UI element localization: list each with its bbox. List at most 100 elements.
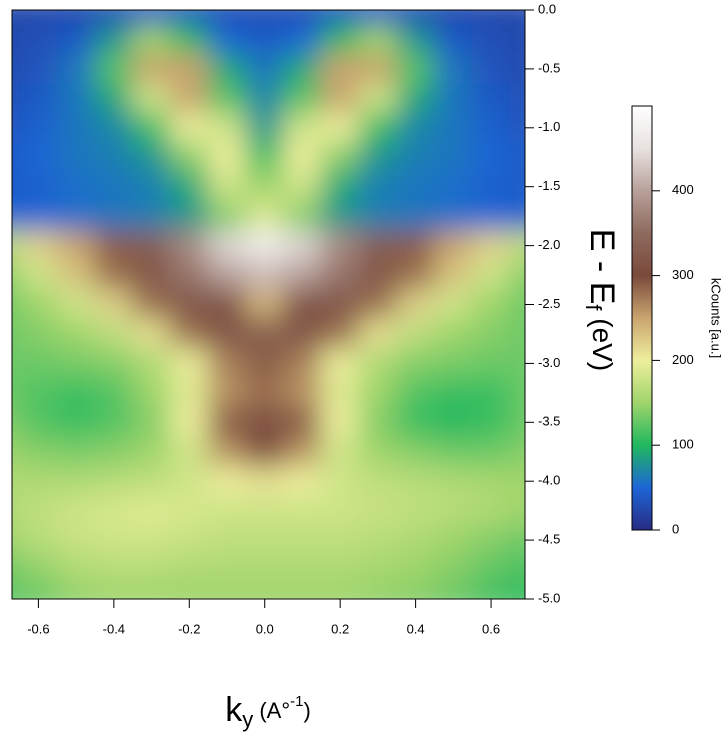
cell [19,377,58,409]
cell [471,318,511,350]
cell [56,259,96,291]
y-label-part: E - E [583,229,621,305]
cell [471,583,511,599]
cell [320,53,360,85]
cell [56,53,96,85]
cell [132,583,171,599]
cell [12,171,21,202]
cell [433,112,473,144]
cell [358,554,398,585]
cell [358,53,398,85]
cell [94,554,134,585]
cell [207,554,247,585]
cell [207,112,247,144]
cell [169,289,209,320]
colorbar-tick-label: 400 [672,182,694,197]
cell [132,495,171,526]
cell [207,142,247,173]
cell [169,465,209,497]
cell [245,83,285,114]
cell [94,10,134,26]
colorbar-tick-label: 200 [672,352,694,367]
y-axis-label: E - Ef (eV) [581,229,621,371]
cells [12,10,525,599]
y-tick-label: -3.0 [538,355,560,370]
cell [12,524,21,556]
cell [12,436,21,467]
cell [358,259,398,291]
cell [207,524,247,556]
cell [12,259,21,291]
cell [396,24,435,55]
cell [471,112,511,144]
cell [245,142,285,173]
cell [433,142,473,173]
cell [19,259,58,291]
cell [207,10,247,26]
cell [12,289,21,320]
cell [132,436,171,467]
colorbar-tick-label: 100 [672,437,694,452]
cell [320,289,360,320]
cell [283,259,322,291]
cell [471,465,511,497]
cell [169,554,209,585]
cell [56,142,96,173]
cell [169,230,209,261]
cell [509,83,525,114]
cell [396,10,435,26]
cell [396,83,435,114]
cell [320,200,360,232]
cell [433,259,473,291]
cell [245,465,285,497]
cell [132,230,171,261]
cell [19,112,58,144]
cell [94,230,134,261]
cell [56,348,96,379]
cell [245,112,285,144]
cell [94,436,134,467]
cell [320,348,360,379]
cell [396,259,435,291]
cell [245,407,285,438]
cell [358,318,398,350]
cell [245,259,285,291]
cell [245,554,285,585]
cell [320,10,360,26]
cell [433,230,473,261]
x-axis-label: ky (A°-1) [225,691,311,732]
cell [207,53,247,85]
cell [320,583,360,599]
cell [207,407,247,438]
cell [396,495,435,526]
cell [320,554,360,585]
cell [132,142,171,173]
cell [396,524,435,556]
cell [19,465,58,497]
cell [433,436,473,467]
cell [320,495,360,526]
cell [245,289,285,320]
cell [169,524,209,556]
colorbar-tick-label: 300 [672,267,694,282]
cell [56,24,96,55]
cell [12,24,21,55]
cell [19,142,58,173]
cell [396,554,435,585]
cell [19,289,58,320]
cell [396,112,435,144]
cell [169,495,209,526]
y-tick-label: -1.0 [538,119,560,134]
cell [358,495,398,526]
cell [358,407,398,438]
cell [433,495,473,526]
cell [132,24,171,55]
cell [207,495,247,526]
cell [509,112,525,144]
cell [320,377,360,409]
cell [283,524,322,556]
cell [471,83,511,114]
cell [471,348,511,379]
cell [433,53,473,85]
cell [433,465,473,497]
